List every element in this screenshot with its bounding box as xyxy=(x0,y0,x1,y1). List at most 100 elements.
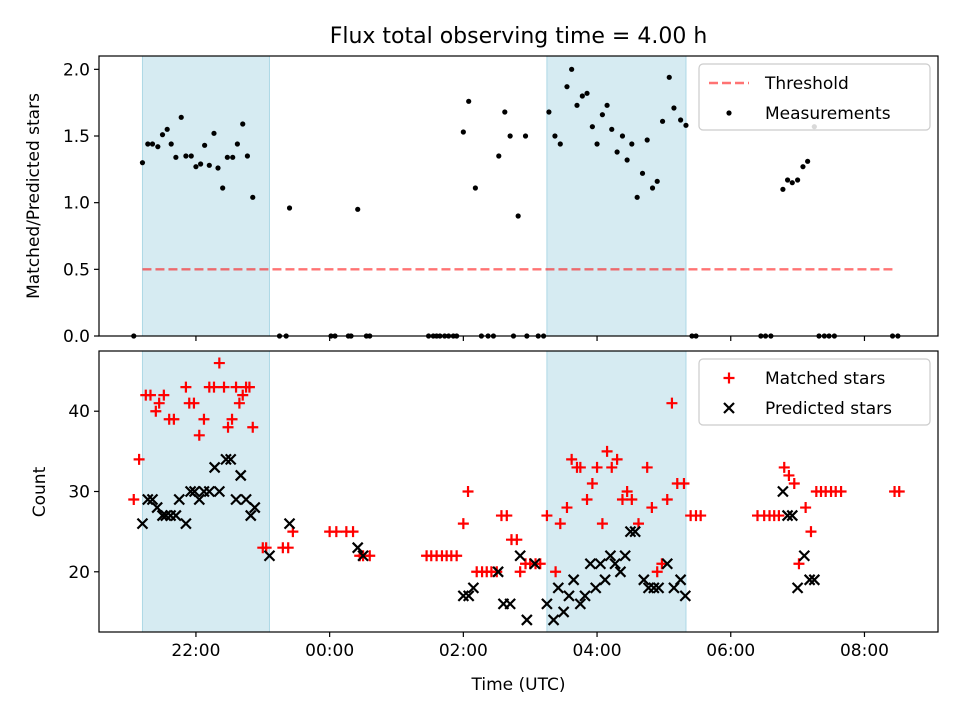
matched-stars-point-20 xyxy=(230,381,242,393)
matched-stars-point-108 xyxy=(893,486,905,497)
measurements-point-32 xyxy=(355,206,361,212)
predicted-stars-point-14 xyxy=(203,485,216,498)
y-tick-label: 0.5 xyxy=(63,260,90,280)
matched-stars-point-4 xyxy=(150,405,162,417)
measurements-point-16 xyxy=(211,130,217,136)
predicted-stars-point-39 xyxy=(552,582,565,594)
predicted-stars-point-63 xyxy=(777,485,789,498)
matched-stars-point-29 xyxy=(282,542,294,554)
matched-stars-point-17 xyxy=(218,381,230,393)
measurements-point-93 xyxy=(795,177,801,183)
measurements-point-43 xyxy=(460,129,466,135)
y-tick-label: 1.5 xyxy=(63,127,90,147)
observing-window-1 xyxy=(141,350,270,633)
predicted-stars-point-3 xyxy=(151,501,163,514)
legend-label-matched-stars: Matched stars xyxy=(765,369,885,389)
measurements-point-53 xyxy=(515,213,521,219)
legend-handle-matched-stars-point-0 xyxy=(723,372,735,384)
matched-stars-point-76 xyxy=(621,486,633,497)
measurements-point-95 xyxy=(805,158,811,164)
matched-stars-point-96 xyxy=(783,469,795,481)
top-legend: Threshold Measurements xyxy=(698,63,931,131)
measurements-point-27 xyxy=(286,205,293,211)
matched-stars-point-3 xyxy=(144,389,156,401)
measurements-point-44 xyxy=(466,98,472,104)
predicted-stars-point-8 xyxy=(173,493,186,506)
predicted-stars-point-30 xyxy=(467,582,480,594)
measurements-point-50 xyxy=(502,109,508,115)
predicted-stars-point-44 xyxy=(579,590,591,602)
measurements-point-94 xyxy=(800,164,806,170)
matched-stars-point-74 xyxy=(611,453,623,465)
predicted-stars-point-50 xyxy=(609,557,621,570)
measurements-point-2 xyxy=(145,141,151,147)
legend-label-threshold: Threshold xyxy=(764,74,849,94)
x-tick-label: 06:00 xyxy=(706,641,755,661)
predicted-stars-point-48 xyxy=(599,574,611,586)
measurements-point-81 xyxy=(666,74,672,80)
matched-stars-point-24 xyxy=(243,381,255,393)
matched-stars-point-44 xyxy=(451,550,463,562)
measurements-point-77 xyxy=(644,137,650,143)
predicted-stars-point-7 xyxy=(170,509,182,522)
chart-title: Flux total observing time = 4.00 h xyxy=(330,24,708,49)
measurements-point-14 xyxy=(202,142,208,148)
matched-stars-point-97 xyxy=(788,477,800,489)
matched-stars-point-70 xyxy=(591,461,603,473)
y-tick-label: 2.0 xyxy=(63,60,90,80)
matched-stars-point-22 xyxy=(237,389,249,401)
predicted-stars-point-41 xyxy=(563,590,575,602)
predicted-stars-point-21 xyxy=(240,493,252,506)
predicted-stars-point-34 xyxy=(514,549,526,562)
axes-frame xyxy=(98,55,939,337)
measurements-point-7 xyxy=(168,141,174,147)
matched-stars-point-84 xyxy=(666,397,678,409)
matched-stars-point-100 xyxy=(805,526,817,538)
predicted-stars-point-11 xyxy=(188,485,201,498)
measurements-point-15 xyxy=(206,162,212,168)
predicted-stars-point-25 xyxy=(283,517,296,530)
top-axes: 0.0 0.5 1.0 1.5 2.0 xyxy=(63,55,939,347)
predicted-stars-point-33 xyxy=(504,598,516,610)
matched-stars-point-94 xyxy=(773,510,785,522)
matched-stars-point-81 xyxy=(651,566,663,578)
measurements-point-49 xyxy=(496,153,502,159)
measurements-point-62 xyxy=(569,66,575,72)
measurements-point-54 xyxy=(522,133,529,139)
measurements-point-22 xyxy=(240,121,246,127)
measurements-point-13 xyxy=(198,161,204,167)
x-tick-label: 08:00 xyxy=(840,641,889,661)
measurements-point-12 xyxy=(193,164,199,170)
matched-stars-point-77 xyxy=(626,494,638,506)
matched-stars-point-34 xyxy=(347,526,359,538)
measurements-point-11 xyxy=(188,153,194,159)
predicted-stars-point-55 xyxy=(638,574,650,586)
matched-stars-point-68 xyxy=(581,494,593,506)
matched-stars-point-45 xyxy=(457,518,469,530)
matched-stars-point-95 xyxy=(778,461,790,473)
star-count-points xyxy=(128,357,905,626)
top-y-axis-label: Matched/Predicted stars xyxy=(24,93,44,299)
measurements-point-69 xyxy=(604,102,610,108)
y-tick-label: 40 xyxy=(68,402,90,422)
matched-stars-point-65 xyxy=(566,453,578,465)
predicted-stars-point-16 xyxy=(213,485,226,498)
measurements-point-84 xyxy=(683,122,689,128)
measurements-point-73 xyxy=(624,157,630,163)
predicted-stars-point-5 xyxy=(160,509,172,522)
measurements-point-1 xyxy=(139,160,146,166)
matched-stars-point-73 xyxy=(606,461,618,473)
measurements-point-72 xyxy=(619,133,626,139)
measurements-point-71 xyxy=(614,149,620,155)
measurements-point-63 xyxy=(574,102,580,108)
measurements-point-58 xyxy=(546,109,552,115)
observing-window-2 xyxy=(546,350,687,633)
legend-label-measurements: Measurements xyxy=(765,104,891,124)
measurements-point-67 xyxy=(594,141,600,147)
measurements-point-75 xyxy=(634,194,640,200)
measurements-point-18 xyxy=(220,185,226,191)
predicted-stars-point-15 xyxy=(208,461,221,474)
matched-stars-point-46 xyxy=(462,486,474,497)
matched-stars-point-25 xyxy=(247,421,259,433)
